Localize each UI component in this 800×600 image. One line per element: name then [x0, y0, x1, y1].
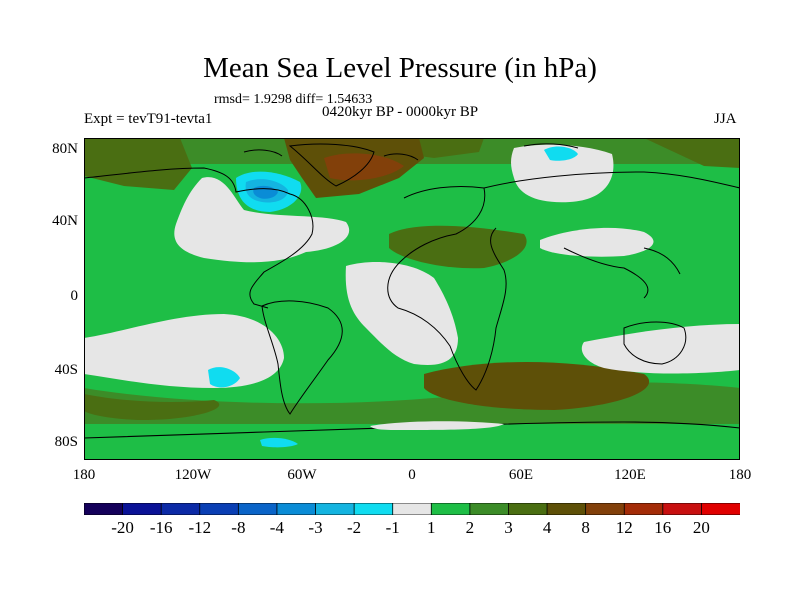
pressure-map	[84, 138, 740, 460]
atlantic-africa-neutral	[345, 262, 458, 365]
asia-coast	[483, 171, 740, 299]
south-pacific-low	[208, 367, 240, 388]
plot-title: Mean Sea Level Pressure (in hPa)	[203, 52, 597, 84]
colorbar-swatch	[122, 503, 163, 515]
colorbar-tick-label: -8	[231, 518, 246, 537]
colorbar-tick-label: -12	[188, 518, 212, 537]
colorbar-swatch	[160, 503, 201, 515]
lon-label: 60W	[287, 467, 317, 483]
southern-ocean-brown	[424, 362, 650, 410]
australia-coast	[623, 321, 687, 365]
colorbar-swatch	[430, 503, 471, 515]
colorbar-swatch	[623, 503, 664, 515]
lon-label: 120W	[174, 467, 212, 483]
europe-africa-coast	[387, 186, 507, 391]
colorbar-tick-label: 1	[427, 518, 436, 537]
antarctic-coast-neutral	[370, 421, 504, 430]
experiment-label: Expt = tevT91-tevta1	[84, 111, 213, 127]
greenland-coast	[288, 143, 375, 187]
colorbar-tick-label: -1	[385, 518, 400, 537]
north-america-neutral	[174, 177, 350, 263]
colorbar-swatch	[662, 503, 703, 515]
arctic-islands-coast	[243, 143, 579, 161]
colorbar-swatch	[701, 503, 740, 515]
siberia-low	[544, 146, 578, 161]
lon-label: 120E	[614, 467, 646, 483]
colorbar-swatch	[237, 503, 278, 515]
colorbar-swatch	[392, 503, 433, 515]
colorbar-tick-label: -16	[149, 518, 173, 537]
south-pacific-neutral	[84, 314, 284, 388]
colorbar-tick-label: -20	[111, 518, 134, 537]
colorbar-swatch	[469, 503, 510, 515]
colorbar-tick-label: -3	[308, 518, 323, 537]
colorbar-tick-label: 12	[615, 518, 633, 537]
colorbar-tick-label: 2	[465, 518, 475, 537]
colorbar-tick-label: -2	[347, 518, 362, 537]
season-label: JJA	[714, 111, 737, 127]
mediterranean-brown	[389, 225, 527, 269]
colorbar-tick-label: 8	[581, 518, 590, 537]
south-pacific-brown	[84, 394, 220, 420]
siberia-neutral	[511, 144, 614, 203]
south-america-coast	[261, 300, 343, 415]
north-america-coast	[84, 167, 314, 309]
colorbar-swatch	[84, 503, 124, 515]
colorbar-swatch	[546, 503, 587, 515]
colorbar-swatch	[315, 503, 356, 515]
lat-label: 0	[70, 288, 79, 304]
lat-label: 40S	[54, 362, 78, 378]
map-frame	[84, 138, 740, 460]
lon-label: 60E	[508, 467, 534, 483]
lat-label: 40N	[52, 213, 78, 229]
colorbar-swatch	[353, 503, 394, 515]
north-pacific-dark	[84, 138, 192, 190]
east-asia-neutral	[540, 227, 654, 257]
indian-ocean-neutral	[581, 324, 740, 374]
coastlines	[84, 143, 740, 415]
time-period-label: 0420kyr BP - 0000kyr BP	[322, 104, 479, 120]
colorbar-tick-label: 3	[504, 518, 513, 537]
colorbar-tick-label: -4	[269, 518, 284, 537]
lat-label: 80S	[54, 434, 78, 450]
colorbar-swatch	[585, 503, 626, 515]
antarctic-low	[260, 437, 298, 448]
colorbar-tick-label: 16	[654, 518, 672, 537]
lon-label: 180	[728, 467, 752, 483]
rmsd-diff-stats: rmsd= 1.9298 diff= 1.54633	[214, 92, 373, 107]
colorbar	[84, 503, 740, 515]
lat-label: 80N	[52, 141, 78, 157]
colorbar-tick-label: 4	[542, 518, 552, 537]
north-atlantic-brown-core	[324, 153, 404, 181]
lon-label: 0	[408, 467, 416, 483]
lon-label: 180	[72, 467, 96, 483]
colorbar-tick-label: 20	[692, 518, 710, 537]
colorbar-swatch	[276, 503, 317, 515]
asia-dark	[644, 138, 740, 168]
colorbar-swatch	[199, 503, 240, 515]
eurasia-arctic-dark	[404, 138, 484, 158]
colorbar-swatch	[508, 503, 548, 515]
